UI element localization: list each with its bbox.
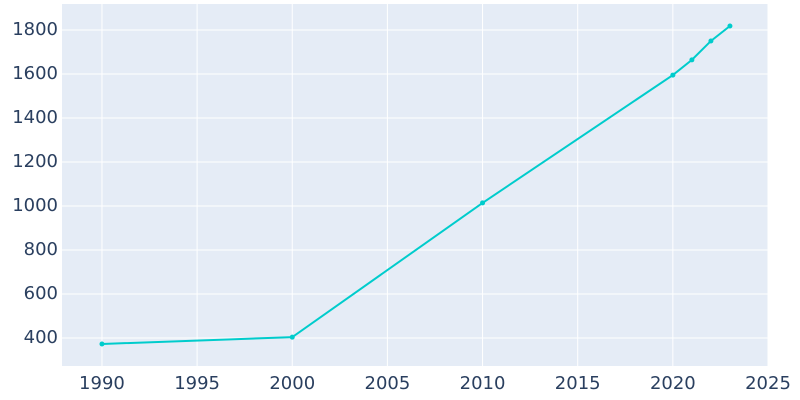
point <box>480 200 486 206</box>
point <box>289 334 295 340</box>
point <box>99 341 105 347</box>
x-tick-label: 2015 <box>555 373 601 394</box>
x-tick-label: 1995 <box>174 373 220 394</box>
y-tick-label: 800 <box>24 239 58 260</box>
y-tick-label: 400 <box>24 327 58 348</box>
point <box>670 72 676 78</box>
y-tick-label: 600 <box>24 283 58 304</box>
y-tick-label: 1400 <box>12 107 58 128</box>
point <box>708 38 714 44</box>
x-tick-label: 2005 <box>365 373 411 394</box>
y-tick-label: 1600 <box>12 63 58 84</box>
x-tick-label: 2025 <box>745 373 791 394</box>
x-tick-label: 2020 <box>650 373 696 394</box>
y-tick-label: 1200 <box>12 151 58 172</box>
plot-area <box>62 4 768 366</box>
y-tick-label: 1000 <box>12 195 58 216</box>
point <box>689 57 695 63</box>
x-tick-label: 2000 <box>269 373 315 394</box>
x-tick-label: 2010 <box>460 373 506 394</box>
x-tick-label: 1990 <box>79 373 125 394</box>
point <box>727 23 733 29</box>
y-tick-label: 1800 <box>12 19 58 40</box>
